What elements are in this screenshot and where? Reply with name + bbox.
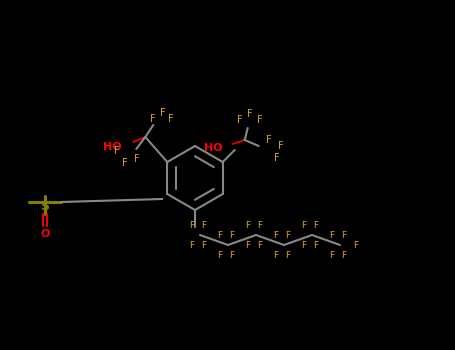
- Text: F: F: [273, 231, 278, 239]
- Text: F: F: [258, 220, 263, 230]
- Text: F: F: [122, 158, 128, 168]
- Text: F: F: [189, 220, 195, 230]
- Text: F: F: [247, 109, 253, 119]
- Text: F: F: [217, 251, 222, 259]
- Text: HO: HO: [103, 142, 121, 152]
- Text: F: F: [229, 251, 235, 259]
- Text: F: F: [189, 240, 195, 250]
- Text: F: F: [274, 153, 279, 163]
- Text: F: F: [329, 251, 334, 259]
- Text: S: S: [40, 201, 50, 214]
- Text: F: F: [161, 108, 166, 118]
- Text: F: F: [354, 240, 359, 250]
- Text: F: F: [135, 154, 140, 164]
- Text: F: F: [151, 114, 156, 124]
- Text: F: F: [301, 240, 307, 250]
- Text: F: F: [229, 231, 235, 239]
- Text: F: F: [245, 240, 251, 250]
- Text: F: F: [115, 146, 120, 156]
- Text: F: F: [313, 240, 318, 250]
- Text: F: F: [273, 251, 278, 259]
- Text: F: F: [341, 231, 347, 239]
- Text: O: O: [40, 229, 50, 239]
- Text: F: F: [245, 220, 251, 230]
- Text: F: F: [301, 220, 307, 230]
- Text: F: F: [217, 231, 222, 239]
- Text: F: F: [313, 220, 318, 230]
- Text: F: F: [285, 251, 291, 259]
- Text: F: F: [329, 231, 334, 239]
- Text: F: F: [278, 141, 283, 151]
- Text: HO: HO: [204, 143, 222, 153]
- Text: F: F: [257, 115, 263, 125]
- Text: F: F: [285, 231, 291, 239]
- Text: F: F: [258, 240, 263, 250]
- Text: F: F: [341, 251, 347, 259]
- Text: F: F: [168, 114, 174, 124]
- Text: F: F: [202, 220, 207, 230]
- Text: F: F: [237, 115, 243, 125]
- Text: F: F: [202, 240, 207, 250]
- Text: F: F: [266, 135, 272, 145]
